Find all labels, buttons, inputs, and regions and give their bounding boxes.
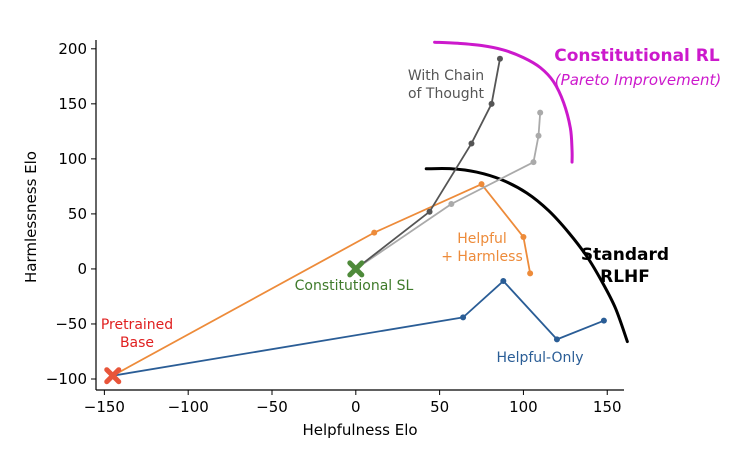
- helpful-harmless-label-line1: Helpful: [457, 231, 507, 247]
- with-chain-of-thought-point: [468, 140, 475, 147]
- y-tick-label: 50: [68, 205, 87, 223]
- x-tick-label: −50: [256, 398, 288, 416]
- frontier-curves: [424, 40, 629, 344]
- constitutional-rl-frontier: [433, 40, 574, 164]
- y-tick-label: 200: [58, 40, 87, 58]
- with-chain-of-thought-point: [496, 55, 503, 62]
- y-tick-label: −100: [46, 370, 87, 388]
- pretrained-base-x-shape: [104, 367, 122, 385]
- series-lines: [112, 55, 607, 377]
- pretrained-label-line1: Pretrained: [101, 317, 173, 333]
- ticks: −150 −100 −50 0 50 100 150 −100 −50 0 50 100 150 200: [46, 40, 622, 416]
- x-axis-title: Helpfulness Elo: [302, 421, 417, 439]
- x-tick-label: 0: [351, 398, 361, 416]
- x-tick-label: 150: [593, 398, 622, 416]
- series-3-line: [355, 112, 542, 270]
- series-3-point: [530, 159, 537, 166]
- with-chain-of-thought-point: [488, 100, 495, 107]
- base-markers: [104, 260, 365, 385]
- chain-label-line2: of Thought: [408, 86, 485, 102]
- constitutional-sl-x-shape: [347, 260, 365, 278]
- standard-rlhf-frontier: [424, 167, 629, 344]
- helpful-harmless-point: [527, 270, 534, 277]
- standard-rlhf-label-line1: Standard: [581, 245, 669, 265]
- axes: [95, 40, 624, 391]
- helpful-harmless-label-line2: + Harmless: [441, 249, 523, 265]
- helpful-harmless-point: [478, 181, 485, 188]
- constitutional-rl-label: Constitutional RL: [554, 46, 720, 66]
- chain-label-line1: With Chain: [408, 68, 484, 84]
- pretrained-label-line2: Base: [120, 335, 154, 351]
- helpful-only-point: [600, 317, 607, 324]
- series-3-point: [537, 109, 544, 116]
- y-axis-title: Harmlessness Elo: [22, 151, 40, 283]
- constitutional-sl-label: Constitutional SL: [295, 278, 414, 294]
- helpful-only-point: [460, 314, 467, 321]
- x-tick-label: −100: [168, 398, 209, 416]
- pareto-label: (Pareto Improvement): [555, 71, 721, 89]
- y-tick-label: 100: [58, 150, 87, 168]
- y-tick-label: −50: [55, 315, 87, 333]
- standard-rlhf-label-line2: RLHF: [600, 267, 650, 287]
- series-3-point: [448, 200, 455, 207]
- constitutional-sl-marker: [347, 260, 365, 278]
- pretrained-base-marker: [104, 367, 122, 385]
- helpful-only-point: [500, 278, 507, 285]
- x-tick-label: −150: [84, 398, 125, 416]
- x-tick-label: 50: [430, 398, 449, 416]
- with-chain-of-thought-point: [426, 208, 433, 215]
- y-tick-label: 0: [77, 260, 87, 278]
- x-tick-label: 100: [509, 398, 538, 416]
- helpful-only-label: Helpful-Only: [496, 350, 583, 366]
- y-tick-label: 150: [58, 95, 87, 113]
- helpful-harmless-point: [371, 229, 378, 236]
- series-3-point: [535, 132, 542, 139]
- helpful-harmless-point: [520, 234, 527, 241]
- helpful-only-point: [553, 336, 560, 343]
